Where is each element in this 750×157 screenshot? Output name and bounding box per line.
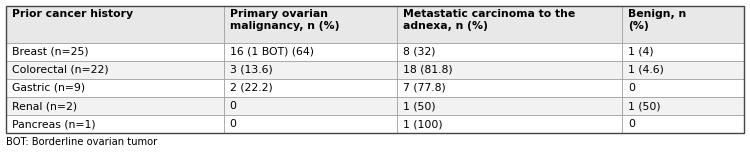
- Text: Renal (n=2): Renal (n=2): [12, 101, 77, 111]
- Text: 0: 0: [230, 101, 237, 111]
- Text: 16 (1 BOT) (64): 16 (1 BOT) (64): [230, 47, 314, 57]
- Bar: [6, 6, 744, 133]
- Text: Pancreas (n=1): Pancreas (n=1): [12, 119, 96, 129]
- Text: 1 (4.6): 1 (4.6): [628, 65, 664, 75]
- Bar: [224, 97, 398, 115]
- Bar: [398, 61, 622, 79]
- Bar: [6, 61, 223, 79]
- Text: Benign, n
(%): Benign, n (%): [628, 9, 686, 31]
- Text: Metastatic carcinoma to the
adnexa, n (%): Metastatic carcinoma to the adnexa, n (%…: [404, 9, 575, 31]
- Text: 8 (32): 8 (32): [404, 47, 436, 57]
- Text: 1 (50): 1 (50): [404, 101, 436, 111]
- Bar: [6, 43, 223, 61]
- Bar: [398, 6, 622, 43]
- Bar: [224, 115, 398, 133]
- Bar: [6, 115, 223, 133]
- Bar: [224, 79, 398, 97]
- Bar: [398, 97, 622, 115]
- Text: 18 (81.8): 18 (81.8): [404, 65, 453, 75]
- Bar: [398, 43, 622, 61]
- Text: 3 (13.6): 3 (13.6): [230, 65, 272, 75]
- Bar: [6, 6, 223, 43]
- Bar: [622, 115, 744, 133]
- Text: Primary ovarian
malignancy, n (%): Primary ovarian malignancy, n (%): [230, 9, 339, 31]
- Text: 1 (100): 1 (100): [404, 119, 442, 129]
- Bar: [224, 6, 398, 43]
- Text: Gastric (n=9): Gastric (n=9): [12, 83, 85, 93]
- Bar: [398, 79, 622, 97]
- Text: 7 (77.8): 7 (77.8): [404, 83, 446, 93]
- Text: 0: 0: [628, 119, 635, 129]
- Bar: [224, 43, 398, 61]
- Bar: [398, 115, 622, 133]
- Bar: [622, 6, 744, 43]
- Text: Prior cancer history: Prior cancer history: [12, 9, 134, 19]
- Bar: [6, 79, 223, 97]
- Text: 1 (50): 1 (50): [628, 101, 661, 111]
- Bar: [6, 97, 223, 115]
- Bar: [622, 97, 744, 115]
- Bar: [622, 61, 744, 79]
- Bar: [622, 43, 744, 61]
- Text: Breast (n=25): Breast (n=25): [12, 47, 88, 57]
- Bar: [622, 79, 744, 97]
- Text: 0: 0: [230, 119, 237, 129]
- Text: Colorectal (n=22): Colorectal (n=22): [12, 65, 109, 75]
- Text: 1 (4): 1 (4): [628, 47, 654, 57]
- Text: 2 (22.2): 2 (22.2): [230, 83, 272, 93]
- Text: 0: 0: [628, 83, 635, 93]
- Bar: [224, 61, 398, 79]
- Text: BOT: Borderline ovarian tumor: BOT: Borderline ovarian tumor: [6, 137, 158, 147]
